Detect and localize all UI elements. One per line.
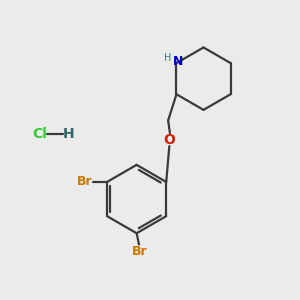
Text: O: O: [164, 133, 175, 147]
Text: Br: Br: [132, 244, 147, 258]
Text: Cl: Cl: [33, 127, 47, 141]
Text: Br: Br: [77, 176, 92, 188]
Text: N: N: [173, 55, 183, 68]
Text: H: H: [164, 53, 172, 63]
Text: H: H: [62, 127, 74, 141]
